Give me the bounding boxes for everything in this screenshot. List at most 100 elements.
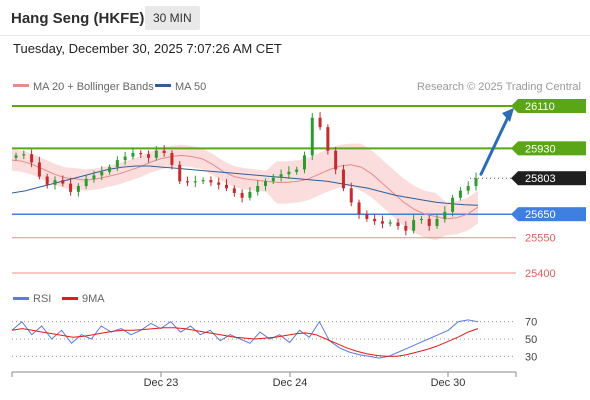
price-level-labels: 26110 25930 25803 25650 25550 25400 <box>511 99 586 280</box>
rsi-line <box>11 319 479 359</box>
candle-body <box>295 169 299 172</box>
candle-body <box>380 221 384 224</box>
candle-body <box>365 214 369 219</box>
candle-body <box>240 193 244 198</box>
candle-body <box>178 164 182 182</box>
level-label-bg-25803 <box>518 171 586 186</box>
level-label-25550: 25550 <box>525 233 556 245</box>
rsi-panel: 70 50 30 <box>11 317 537 363</box>
candle-body <box>263 181 267 186</box>
level-label-25650: 25650 <box>525 209 556 221</box>
candle-body <box>451 197 455 212</box>
level-label-pointer-26110 <box>511 99 518 113</box>
level-label-26110: 26110 <box>525 101 555 113</box>
candle-body <box>92 175 96 179</box>
candle-body <box>123 156 127 161</box>
candle-body <box>396 222 400 226</box>
forecast-arrow <box>479 108 514 176</box>
chart-datetime: Tuesday, December 30, 2025 7:07:26 AM CE… <box>13 41 282 56</box>
candle-body <box>458 190 462 198</box>
candle-body <box>84 178 88 186</box>
ma20-legend-swatch <box>13 84 29 87</box>
candle-body <box>419 218 423 221</box>
ma20-legend-label: MA 20 + Bollinger Bands <box>33 81 154 93</box>
candle-body <box>162 150 166 154</box>
candle-body <box>139 153 143 155</box>
moving-averages <box>11 154 479 220</box>
level-label-bg-25650 <box>518 207 586 222</box>
level-label-25400: 25400 <box>525 268 556 280</box>
candle-body <box>474 178 478 186</box>
rsi-ma-legend-swatch <box>62 297 78 300</box>
candle-body <box>256 185 260 192</box>
level-label-bg-26110 <box>518 99 586 113</box>
candle-body <box>45 176 49 185</box>
candle-body <box>271 177 275 182</box>
candle-body <box>61 180 65 184</box>
candle-body <box>334 150 338 170</box>
time-axis-label: Dec 24 <box>273 377 308 389</box>
candle-body <box>14 155 18 158</box>
rsi-legend-label: RSI <box>33 293 51 305</box>
chart-header: Hang Seng (HKFE) 30 MIN <box>0 0 590 36</box>
candle-body <box>287 171 291 175</box>
candle-body <box>209 180 213 183</box>
candle-body <box>349 188 353 203</box>
candle-body <box>435 218 439 226</box>
price-levels <box>12 105 516 274</box>
candle-body <box>232 188 236 194</box>
candle-body <box>225 184 229 189</box>
level-label-pointer-25803 <box>511 171 518 186</box>
candle-body <box>404 225 408 231</box>
ma50-line <box>11 165 479 206</box>
candle-body <box>302 155 306 170</box>
copyright-text: Research © 2025 Trading Central <box>417 81 581 93</box>
candle-body <box>37 162 41 177</box>
level-label-25803: 25803 <box>525 173 556 185</box>
candlesticks <box>14 112 478 236</box>
candle-body <box>76 185 80 192</box>
forecast-arrow-head <box>502 108 514 122</box>
candle-body <box>466 185 470 191</box>
time-axis-label: Dec 23 <box>144 377 179 389</box>
candle-body <box>69 183 73 192</box>
candle-body <box>318 117 322 128</box>
candle-body <box>326 127 330 151</box>
candle-body <box>357 202 361 215</box>
candle-body <box>341 169 345 189</box>
candle-body <box>201 180 205 182</box>
candle-body <box>22 154 26 156</box>
ma50-legend-swatch <box>155 84 171 87</box>
ma20-line <box>11 154 479 220</box>
candle-body <box>443 211 447 219</box>
time-axis: Dec 23 Dec 24 Dec 30 <box>11 371 517 389</box>
candle-body <box>131 153 135 157</box>
candle-body <box>217 182 221 185</box>
rsi-level-label-70: 70 <box>525 317 537 329</box>
time-axis-label: Dec 30 <box>431 377 466 389</box>
candle-body <box>279 174 283 178</box>
rsi-ma-line <box>11 327 479 357</box>
candle-body <box>310 117 314 156</box>
candle-body <box>388 222 392 224</box>
level-label-25930: 25930 <box>525 143 556 155</box>
candle-body <box>115 160 119 168</box>
candle-body <box>193 181 197 183</box>
timeframe-badge[interactable]: 30 MIN <box>145 6 200 30</box>
rsi-ma-legend-label: 9MA <box>82 293 105 305</box>
rsi-level-label-50: 50 <box>525 334 537 346</box>
candle-body <box>100 171 104 176</box>
bollinger-bands <box>12 143 478 241</box>
candle-body <box>154 150 158 158</box>
instrument-title: Hang Seng (HKFE) <box>11 10 145 27</box>
candle-body <box>427 218 431 226</box>
candle-body <box>30 154 34 163</box>
ma50-legend-label: MA 50 <box>175 81 206 93</box>
candle-body <box>170 153 174 165</box>
candle-body <box>412 220 416 231</box>
candle-body <box>53 180 57 185</box>
candle-body <box>373 218 377 222</box>
candle-body <box>248 191 252 198</box>
level-label-bg-25930 <box>518 141 586 156</box>
